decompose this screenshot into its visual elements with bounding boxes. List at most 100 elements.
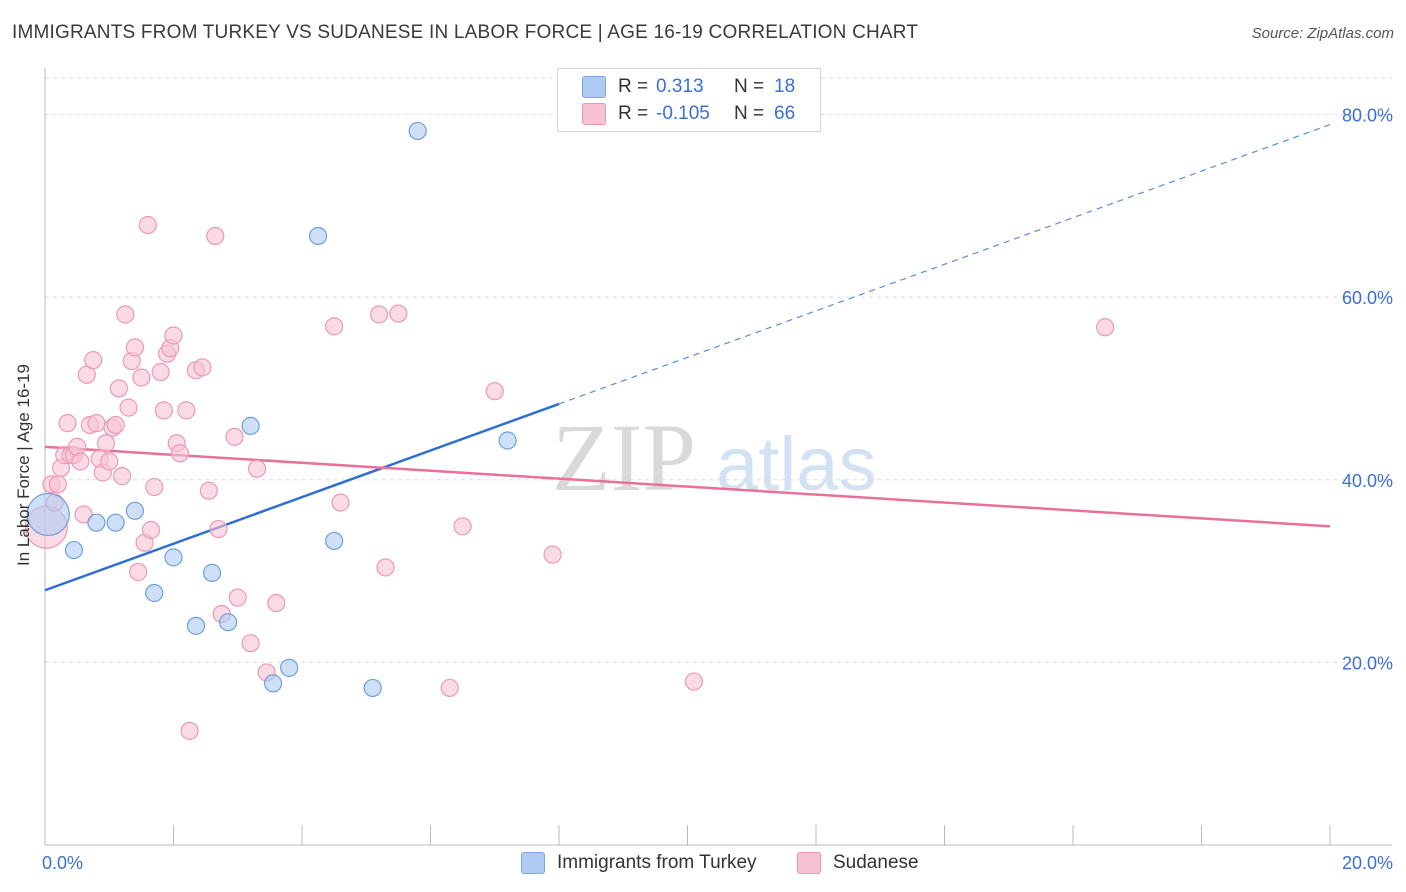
sudanese-point xyxy=(206,226,225,246)
legend-n-value: 18 xyxy=(774,76,796,97)
series-name-sudanese: Sudanese xyxy=(833,852,919,873)
y-tick-label: 20.0% xyxy=(1342,653,1393,673)
y-tick-label: 80.0% xyxy=(1342,106,1393,126)
turkey-point xyxy=(87,513,106,532)
sudanese-point xyxy=(376,558,395,577)
turkey-point xyxy=(219,613,238,632)
grid-lines xyxy=(45,77,1392,663)
sudanese-point xyxy=(129,562,148,582)
x-tick-label: 20.0% xyxy=(1342,853,1393,873)
axes xyxy=(44,68,1392,846)
sudanese-point xyxy=(74,505,93,524)
sudanese-point xyxy=(543,545,562,564)
sudanese-point xyxy=(325,317,344,336)
legend-r-key: R = xyxy=(618,76,649,97)
data-points xyxy=(24,121,1115,740)
sudanese-point xyxy=(151,362,170,382)
sudanese-point xyxy=(331,493,350,512)
watermark-zip: ZIP xyxy=(552,404,696,511)
legend-r-key: R = xyxy=(618,103,649,124)
sudanese-point xyxy=(199,481,218,500)
sudanese-point xyxy=(228,588,247,607)
turkey-point xyxy=(241,416,260,435)
sudanese-point xyxy=(209,519,228,539)
y-tick-label: 60.0% xyxy=(1342,288,1393,308)
series-legend-sudanese[interactable]: Sudanese xyxy=(797,852,919,874)
sudanese-point xyxy=(48,475,67,494)
turkey-trend-line xyxy=(44,402,560,592)
turkey-point xyxy=(26,492,70,537)
sudanese-point xyxy=(106,415,125,435)
series-legend-turkey[interactable]: Immigrants from Turkey xyxy=(521,852,757,874)
tick-labels: 20.0% 40.0% 60.0% 80.0% 0.0% 20.0% xyxy=(42,106,1393,873)
sudanese-point xyxy=(1096,318,1115,337)
y-axis-label-text: In Labor Force | Age 16-19 xyxy=(14,364,33,566)
sudanese-point xyxy=(193,358,212,377)
legend-swatch-turkey xyxy=(582,76,606,98)
sudanese-point xyxy=(180,721,199,740)
chart-source: Source: ZipAtlas.com xyxy=(1252,25,1394,42)
turkey-point xyxy=(186,616,206,635)
sudanese-point xyxy=(100,452,119,471)
series-name-turkey: Immigrants from Turkey xyxy=(557,852,757,873)
turkey-trend-extension xyxy=(558,124,1331,405)
turkey-point xyxy=(263,674,283,693)
sudanese-point xyxy=(87,414,106,433)
y-tick-label: 40.0% xyxy=(1342,471,1393,491)
turkey-point xyxy=(280,658,299,677)
turkey-point xyxy=(125,501,145,520)
source-value: ZipAtlas.com xyxy=(1307,25,1394,42)
series-legend: Immigrants from Turkey Sudanese xyxy=(0,852,1406,878)
series-swatch-turkey xyxy=(521,852,545,874)
sudanese-point xyxy=(138,215,157,235)
turkey-point xyxy=(325,531,344,551)
sudanese-point xyxy=(485,382,504,401)
legend-row-sudanese: R = -0.105 N = 66 xyxy=(582,101,795,127)
sudanese-point xyxy=(453,517,472,536)
sudanese-point xyxy=(154,401,173,420)
source-label: Source: xyxy=(1251,25,1304,42)
sudanese-point xyxy=(132,368,151,387)
sudanese-point xyxy=(267,593,286,613)
turkey-point xyxy=(164,548,183,567)
sudanese-point xyxy=(145,477,164,497)
x-tick-label: 0.0% xyxy=(42,853,83,873)
sudanese-point xyxy=(119,398,138,417)
turkey-point xyxy=(64,540,84,560)
chart-title: IMMIGRANTS FROM TURKEY VS SUDANESE IN LA… xyxy=(12,22,919,43)
stats-legend: R = 0.313 N = 18 R = -0.105 N = 66 xyxy=(557,68,821,132)
turkey-point xyxy=(408,121,427,141)
sudanese-point xyxy=(141,520,161,540)
sudanese-point xyxy=(84,351,103,370)
turkey-point xyxy=(308,226,328,246)
legend-row-turkey: R = 0.313 N = 18 xyxy=(582,74,795,100)
sudanese-point xyxy=(109,379,128,398)
sudanese-point xyxy=(389,304,408,323)
sudanese-point xyxy=(440,678,459,698)
legend-r-value: -0.105 xyxy=(656,103,710,124)
sudanese-point xyxy=(125,338,145,357)
sudanese-point xyxy=(116,305,135,324)
legend-n-key: N = xyxy=(734,76,765,97)
legend-n-value: 66 xyxy=(774,103,796,124)
legend-n-key: N = xyxy=(734,103,765,124)
sudanese-point xyxy=(370,305,389,324)
turkey-point xyxy=(106,513,125,532)
legend-r-value: 0.313 xyxy=(656,76,704,97)
sudanese-point xyxy=(112,467,132,486)
turkey-point xyxy=(498,431,517,450)
sudanese-point xyxy=(96,434,116,453)
sudanese-point xyxy=(177,401,196,420)
sudanese-point xyxy=(225,427,244,446)
sudanese-point xyxy=(71,452,90,471)
turkey-point xyxy=(145,583,164,603)
sudanese-point xyxy=(247,459,267,478)
turkey-point xyxy=(202,563,222,582)
turkey-point xyxy=(363,678,382,698)
sudanese-point xyxy=(684,672,704,691)
sudanese-point xyxy=(164,326,183,345)
sudanese-point xyxy=(170,444,190,463)
sudanese-point xyxy=(241,634,260,653)
legend-swatch-sudanese xyxy=(582,103,606,125)
